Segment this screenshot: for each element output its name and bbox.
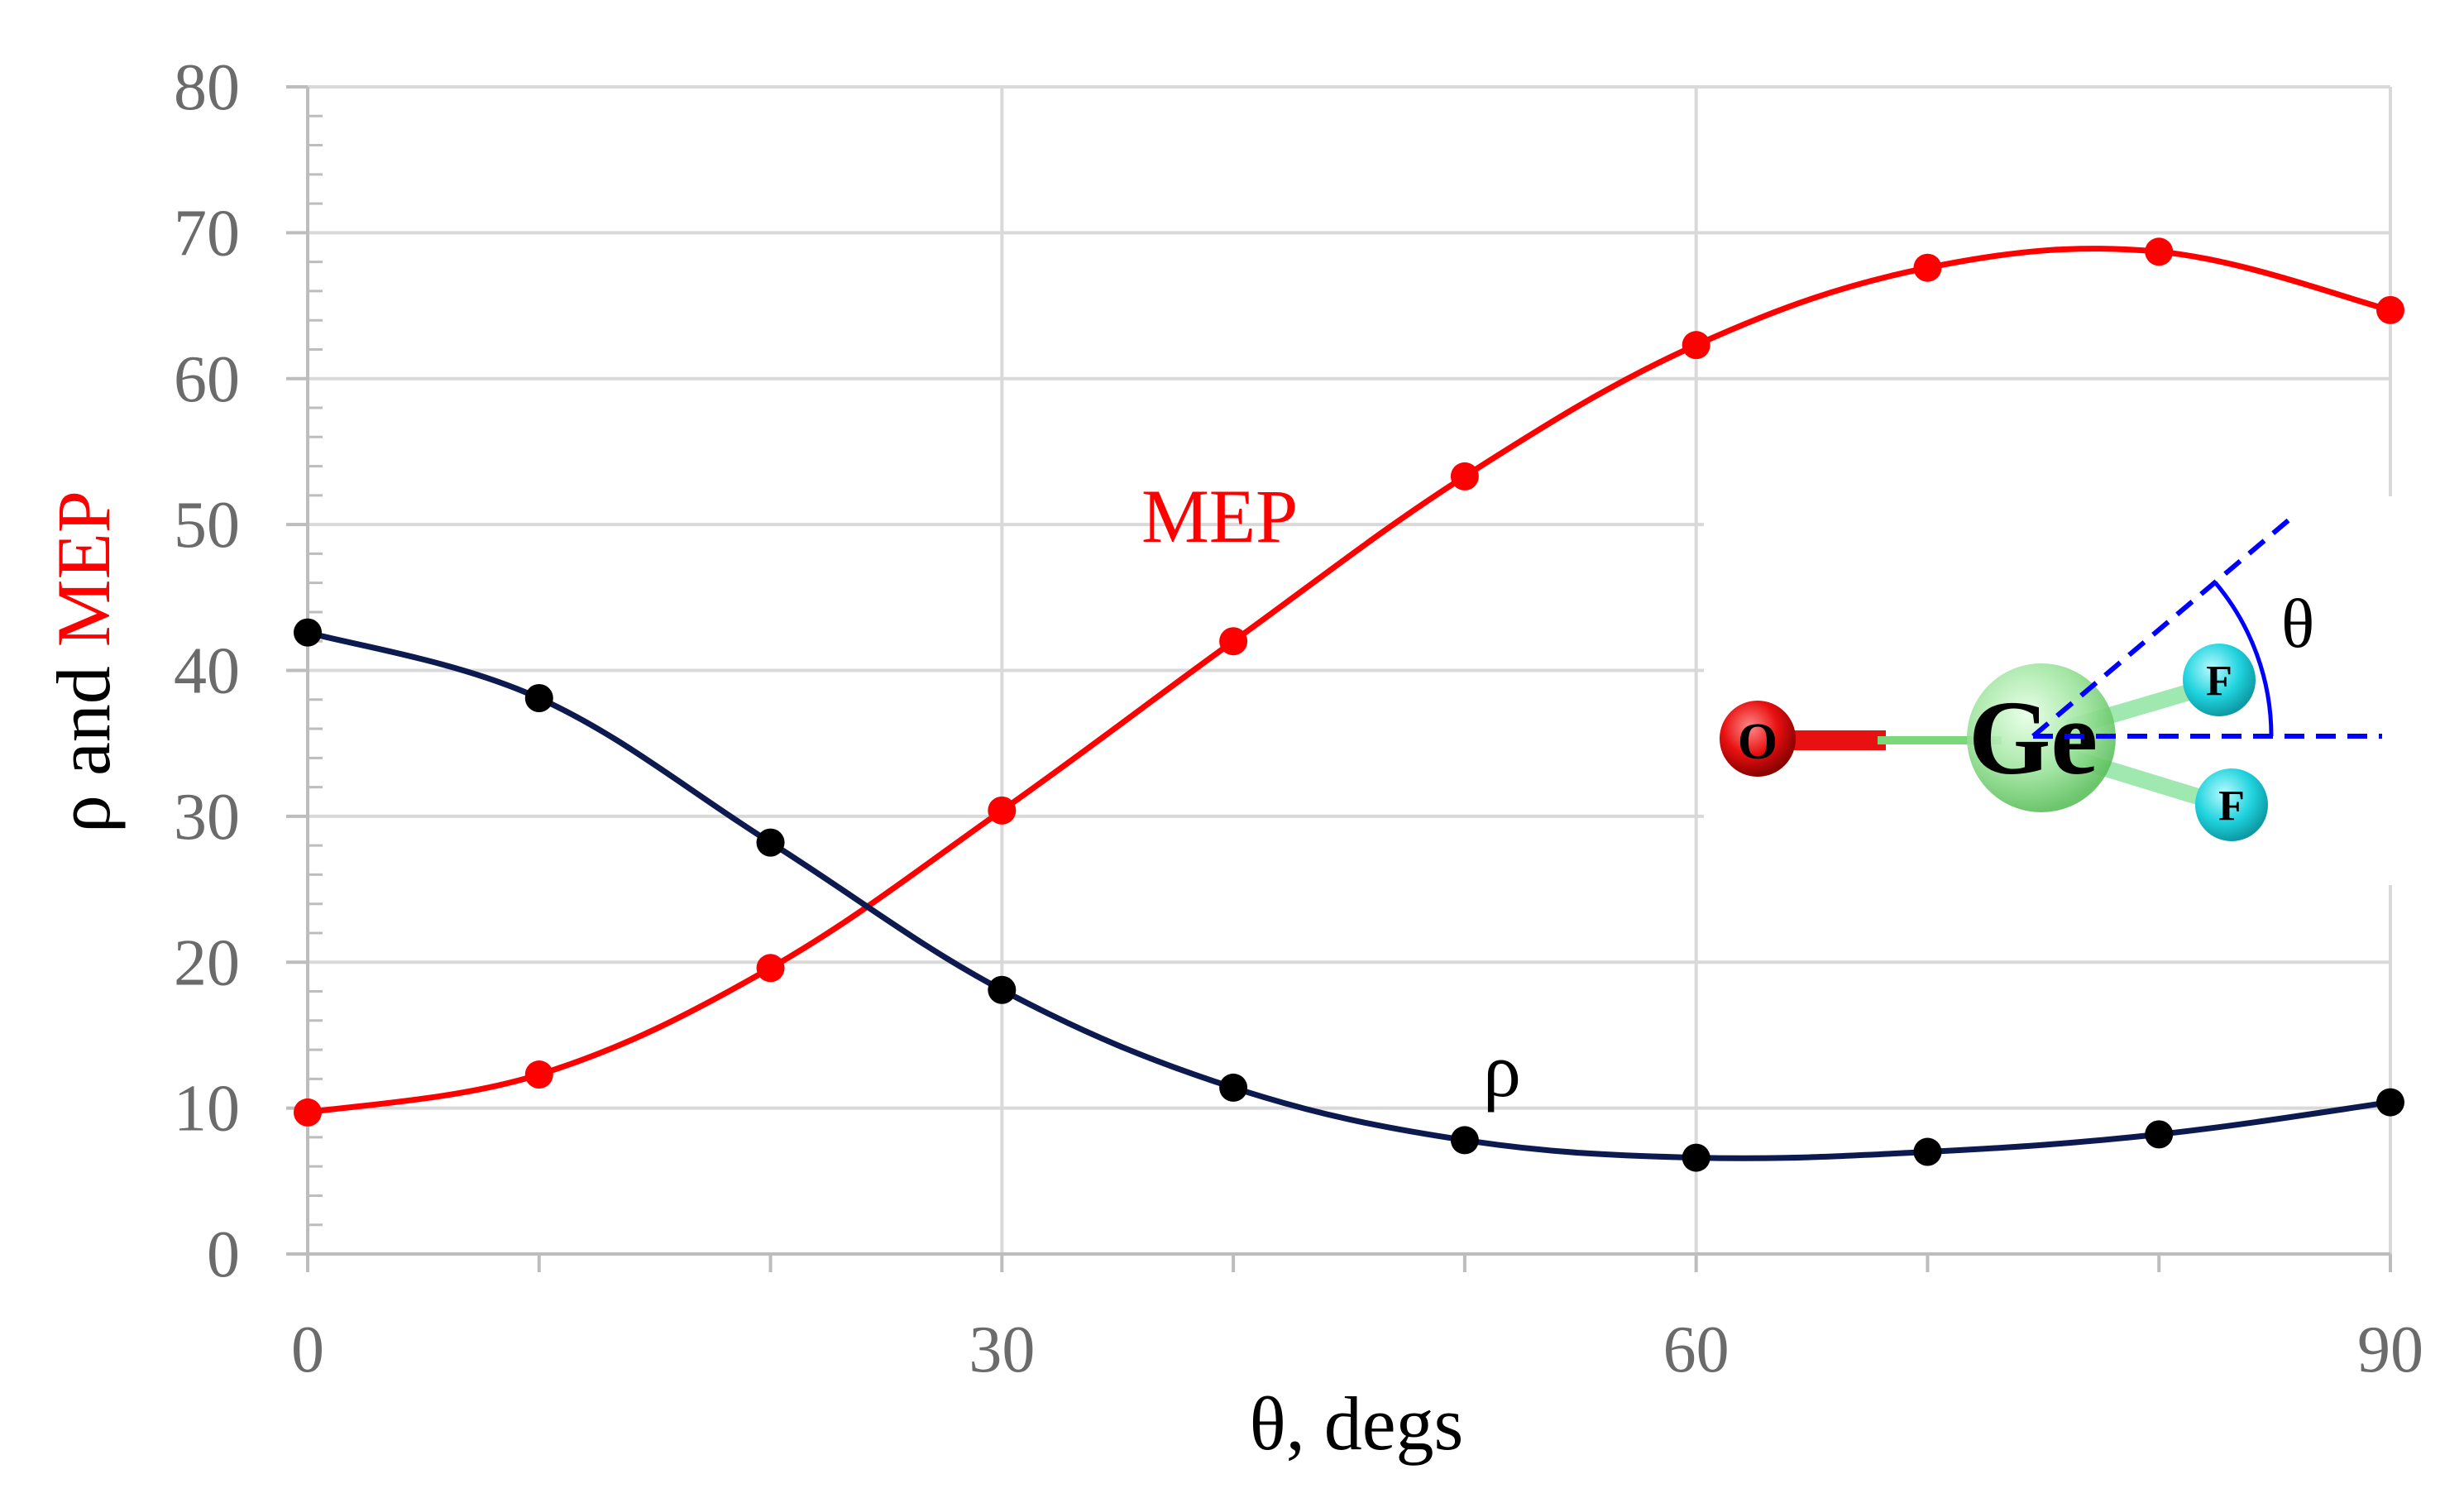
series-1-point xyxy=(756,828,785,857)
series-line-0 xyxy=(307,246,2391,1116)
x-tick-label: 0 xyxy=(291,1314,324,1386)
atom-o xyxy=(1720,701,1796,777)
series-1-point xyxy=(988,975,1017,1004)
series-1-point xyxy=(1219,1073,1248,1102)
y-tick-label: 30 xyxy=(174,781,240,854)
series-0-point xyxy=(1682,331,1710,360)
y-axis-title-part-rho: ρ and xyxy=(41,647,126,833)
atom-f1 xyxy=(2183,644,2256,716)
atom-label-f2: F xyxy=(2218,783,2245,830)
x-axis-title: θ, degs xyxy=(1250,1381,1464,1466)
series-0-point xyxy=(1219,627,1248,656)
atom-label-o: O xyxy=(1738,714,1777,770)
x-tick-label: 30 xyxy=(969,1314,1035,1386)
y-tick-label: 50 xyxy=(174,489,240,562)
atom-label-f1: F xyxy=(2206,658,2232,705)
y-axis-title: ρ and MEP xyxy=(41,491,126,833)
angle-label-theta: θ xyxy=(2281,586,2314,663)
series-1-point xyxy=(524,684,553,713)
annotation-mep: MEP xyxy=(1141,474,1298,558)
series-0-point xyxy=(756,954,785,983)
series-1-point xyxy=(1450,1126,1479,1155)
y-tick-label: 10 xyxy=(174,1073,240,1146)
y-tick-label: 20 xyxy=(174,926,240,999)
annotation-rho: ρ xyxy=(1483,1028,1521,1113)
series-1-point xyxy=(294,618,322,647)
tilted-axis-dashed xyxy=(2031,512,2297,739)
y-axis-title-part-mep: MEP xyxy=(41,491,126,647)
y-tick-label: 0 xyxy=(207,1218,240,1291)
series-1-point xyxy=(1682,1143,1710,1172)
x-tick-labels: 0 30 60 90 xyxy=(291,1314,2423,1386)
series-0-point xyxy=(524,1060,553,1089)
series-0-point xyxy=(2145,237,2174,266)
molecule-inset: O Ge F F θ xyxy=(1704,496,2399,885)
series-0-point xyxy=(2376,295,2404,324)
series-0-point xyxy=(988,796,1017,825)
y-tick-label: 80 xyxy=(174,51,240,124)
series-line-1 xyxy=(307,629,2391,1161)
series-0-point xyxy=(294,1098,322,1127)
series-1-point xyxy=(2145,1120,2174,1149)
y-tick-labels: 0 10 20 30 40 50 60 70 80 xyxy=(174,51,240,1291)
series-0-point xyxy=(1450,462,1479,491)
angle-arc xyxy=(2213,581,2274,737)
gridlines xyxy=(308,85,2392,1254)
y-tick-label: 70 xyxy=(174,197,240,270)
atom-f2 xyxy=(2195,768,2268,841)
x-tick-label: 60 xyxy=(1663,1314,1730,1386)
series-1-point xyxy=(2376,1088,2404,1117)
series-0-point xyxy=(1913,253,1942,282)
y-tick-label: 40 xyxy=(174,635,240,708)
series-1-point xyxy=(1913,1137,1942,1166)
y-tick-label: 60 xyxy=(174,343,240,416)
data-series xyxy=(294,237,2404,1172)
x-tick-label: 90 xyxy=(2357,1314,2423,1386)
